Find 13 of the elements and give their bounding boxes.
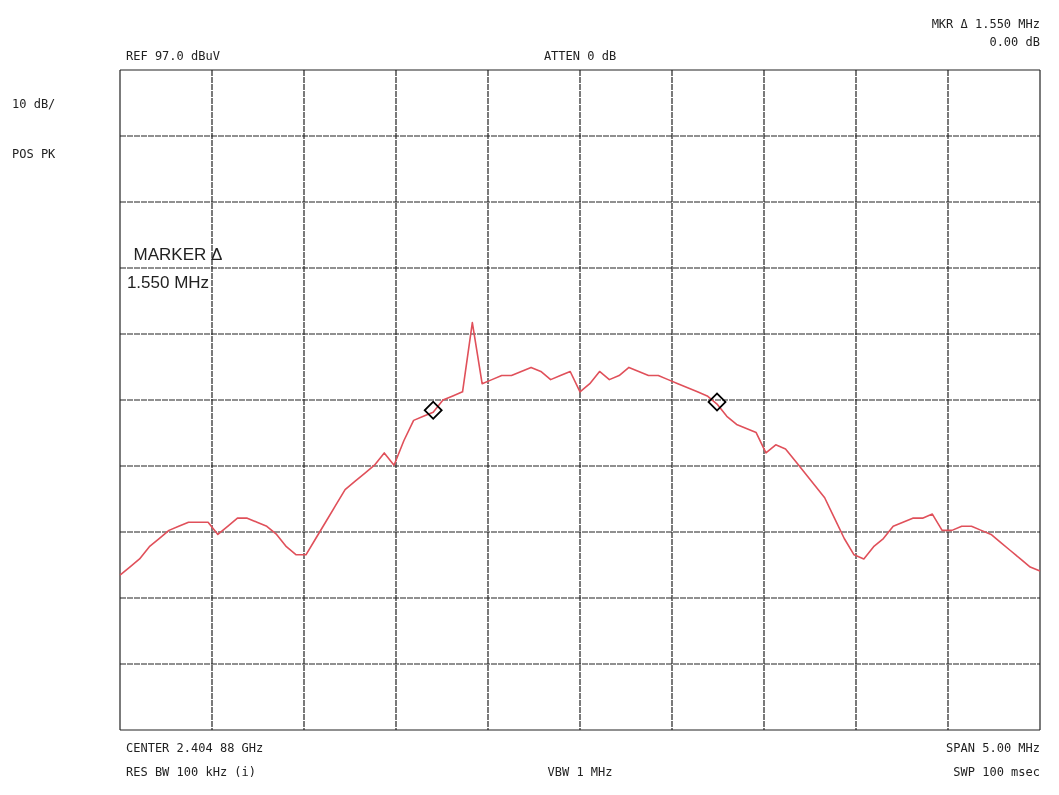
text: 10 dB/ [12, 97, 56, 111]
text: MARKER Δ [133, 245, 223, 264]
text: SPAN 5.00 MHz [946, 741, 1040, 755]
text: RES BW 100 kHz (i) [126, 765, 257, 779]
text: 1.550 MHz [126, 273, 210, 292]
text: POS PK [12, 147, 57, 161]
text: SWP 100 msec [953, 765, 1040, 779]
text: CENTER 2.404 88 GHz [126, 741, 264, 755]
text: VBW 1 MHz [547, 765, 613, 779]
text: ATTEN 0 dB [543, 49, 617, 63]
text: MKR Δ 1.550 MHz [931, 17, 1040, 31]
text: 0.00 dB [989, 35, 1040, 49]
text: REF 97.0 dBuV [126, 49, 220, 63]
